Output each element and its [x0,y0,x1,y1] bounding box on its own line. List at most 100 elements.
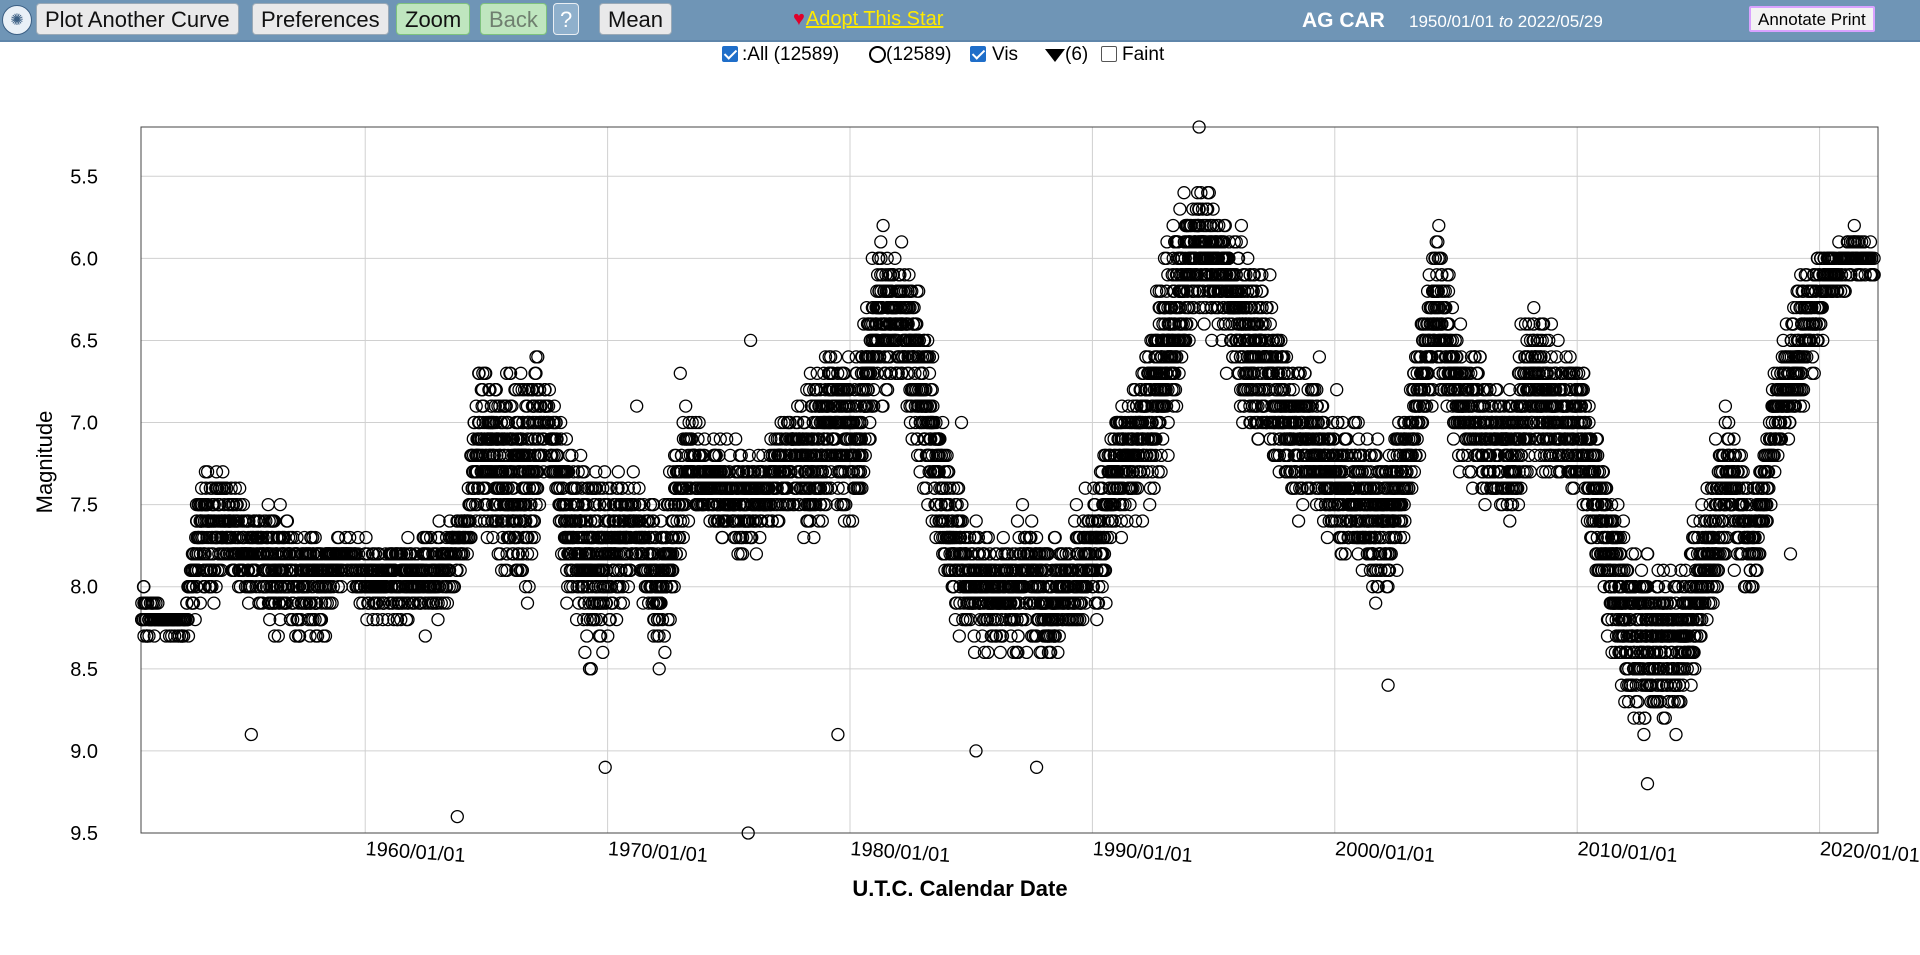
light-curve-chart[interactable]: 5.56.06.57.07.58.08.59.09.5 1960/01/01 19… [0,80,1920,910]
data-point [658,645,672,660]
data-point [151,596,165,610]
preferences-button[interactable]: Preferences [252,3,389,35]
mean-button[interactable]: Mean [599,3,673,35]
data-point [1173,202,1187,216]
data-point [401,530,415,545]
data-point [1010,514,1025,528]
data-point [1091,596,1106,610]
data-point [874,235,888,249]
back-button[interactable]: Back [480,3,547,35]
data-point [520,596,535,610]
data-point [418,629,432,643]
data-point [326,580,340,594]
data-point [137,580,151,594]
data-point [1011,629,1025,643]
y-tick-label: 8.5 [70,659,98,681]
data-point [626,465,640,479]
data-point [323,580,337,594]
fainter-than-icon [1045,49,1065,62]
data-point [291,629,306,643]
data-point [528,366,542,380]
adopt-star-link[interactable]: Adopt This Star [805,8,944,30]
all-label: :All (12589) [742,44,840,65]
data-point [308,530,322,545]
x-tick-label: 2010/01/01 [1577,838,1678,867]
data-point [845,514,860,528]
vis-label: Vis [992,44,1019,65]
data-point [360,612,374,627]
data-point [401,612,415,627]
data-point [1051,645,1065,660]
grid-lines [141,127,1878,834]
data-point [876,399,890,413]
data-point [376,612,390,627]
data-point [193,547,207,561]
data-point [259,514,273,528]
y-tick-label: 5.5 [70,166,98,188]
data-point [1025,514,1039,528]
data-point [142,629,156,643]
data-point [318,629,333,643]
data-point [308,612,322,627]
x-tick-labels: 1960/01/01 1970/01/01 1980/01/01 1990/01/01… [365,838,1920,867]
data-point [394,612,408,627]
star-name: AG CAR [1302,9,1385,32]
data-point [423,530,438,545]
data-point [597,465,612,479]
data-point [418,596,432,610]
data-point [233,497,248,512]
annotate-print-button[interactable]: Annotate Print [1749,6,1875,32]
data-point [181,629,196,643]
data-point [194,481,209,495]
data-point [229,497,243,512]
fainter-count: (6) [1065,44,1089,65]
data-point [969,514,983,528]
data-point [186,596,201,610]
data-point [1048,530,1062,545]
data-point [207,563,221,577]
y-tick-label: 8.0 [70,577,98,599]
data-point [233,481,247,495]
data-point [309,596,324,610]
data-point [876,218,890,233]
data-point [207,497,221,512]
data-point [361,547,375,561]
data-point [390,612,404,627]
y-tick-label: 9.5 [70,823,98,845]
data-point [372,596,386,610]
x-tick-label: 1990/01/01 [1092,838,1193,867]
data-point [181,612,195,627]
data-point [1128,514,1143,528]
data-point [198,547,212,561]
x-tick-label: 1980/01/01 [850,838,951,867]
faint-checkbox[interactable] [1101,46,1117,62]
y-tick-label: 9.0 [70,741,98,763]
x-tick-label: 2000/01/01 [1334,838,1435,867]
data-point [408,596,422,610]
zoom-button[interactable]: Zoom [396,3,471,35]
data-point [602,612,617,627]
vis-checkbox[interactable] [970,46,986,62]
y-tick-label: 6.5 [70,330,98,352]
data-point [996,530,1010,545]
date-to-word: to [1498,12,1514,31]
data-point [370,612,384,627]
data-point [200,465,215,479]
plot-another-curve-button[interactable]: Plot Another Curve [36,3,239,35]
data-point [800,514,814,528]
help-button[interactable]: ? [553,3,580,35]
y-tick-label: 6.0 [70,248,98,270]
aavso-logo-icon[interactable]: ✺ [2,5,32,35]
date-from: 1950/01/01 [1409,12,1495,31]
all-checkbox[interactable] [722,46,738,62]
data-point [729,432,743,446]
data-point [314,596,329,610]
data-point [715,530,730,545]
data-point [362,596,376,610]
data-point [304,596,318,610]
x-tick-label: 2020/01/01 [1819,838,1920,867]
data-point [209,580,223,594]
data-point [280,514,294,528]
adopt-star-link-wrap: ♥Adopt This Star [793,8,943,31]
data-point [387,612,401,627]
